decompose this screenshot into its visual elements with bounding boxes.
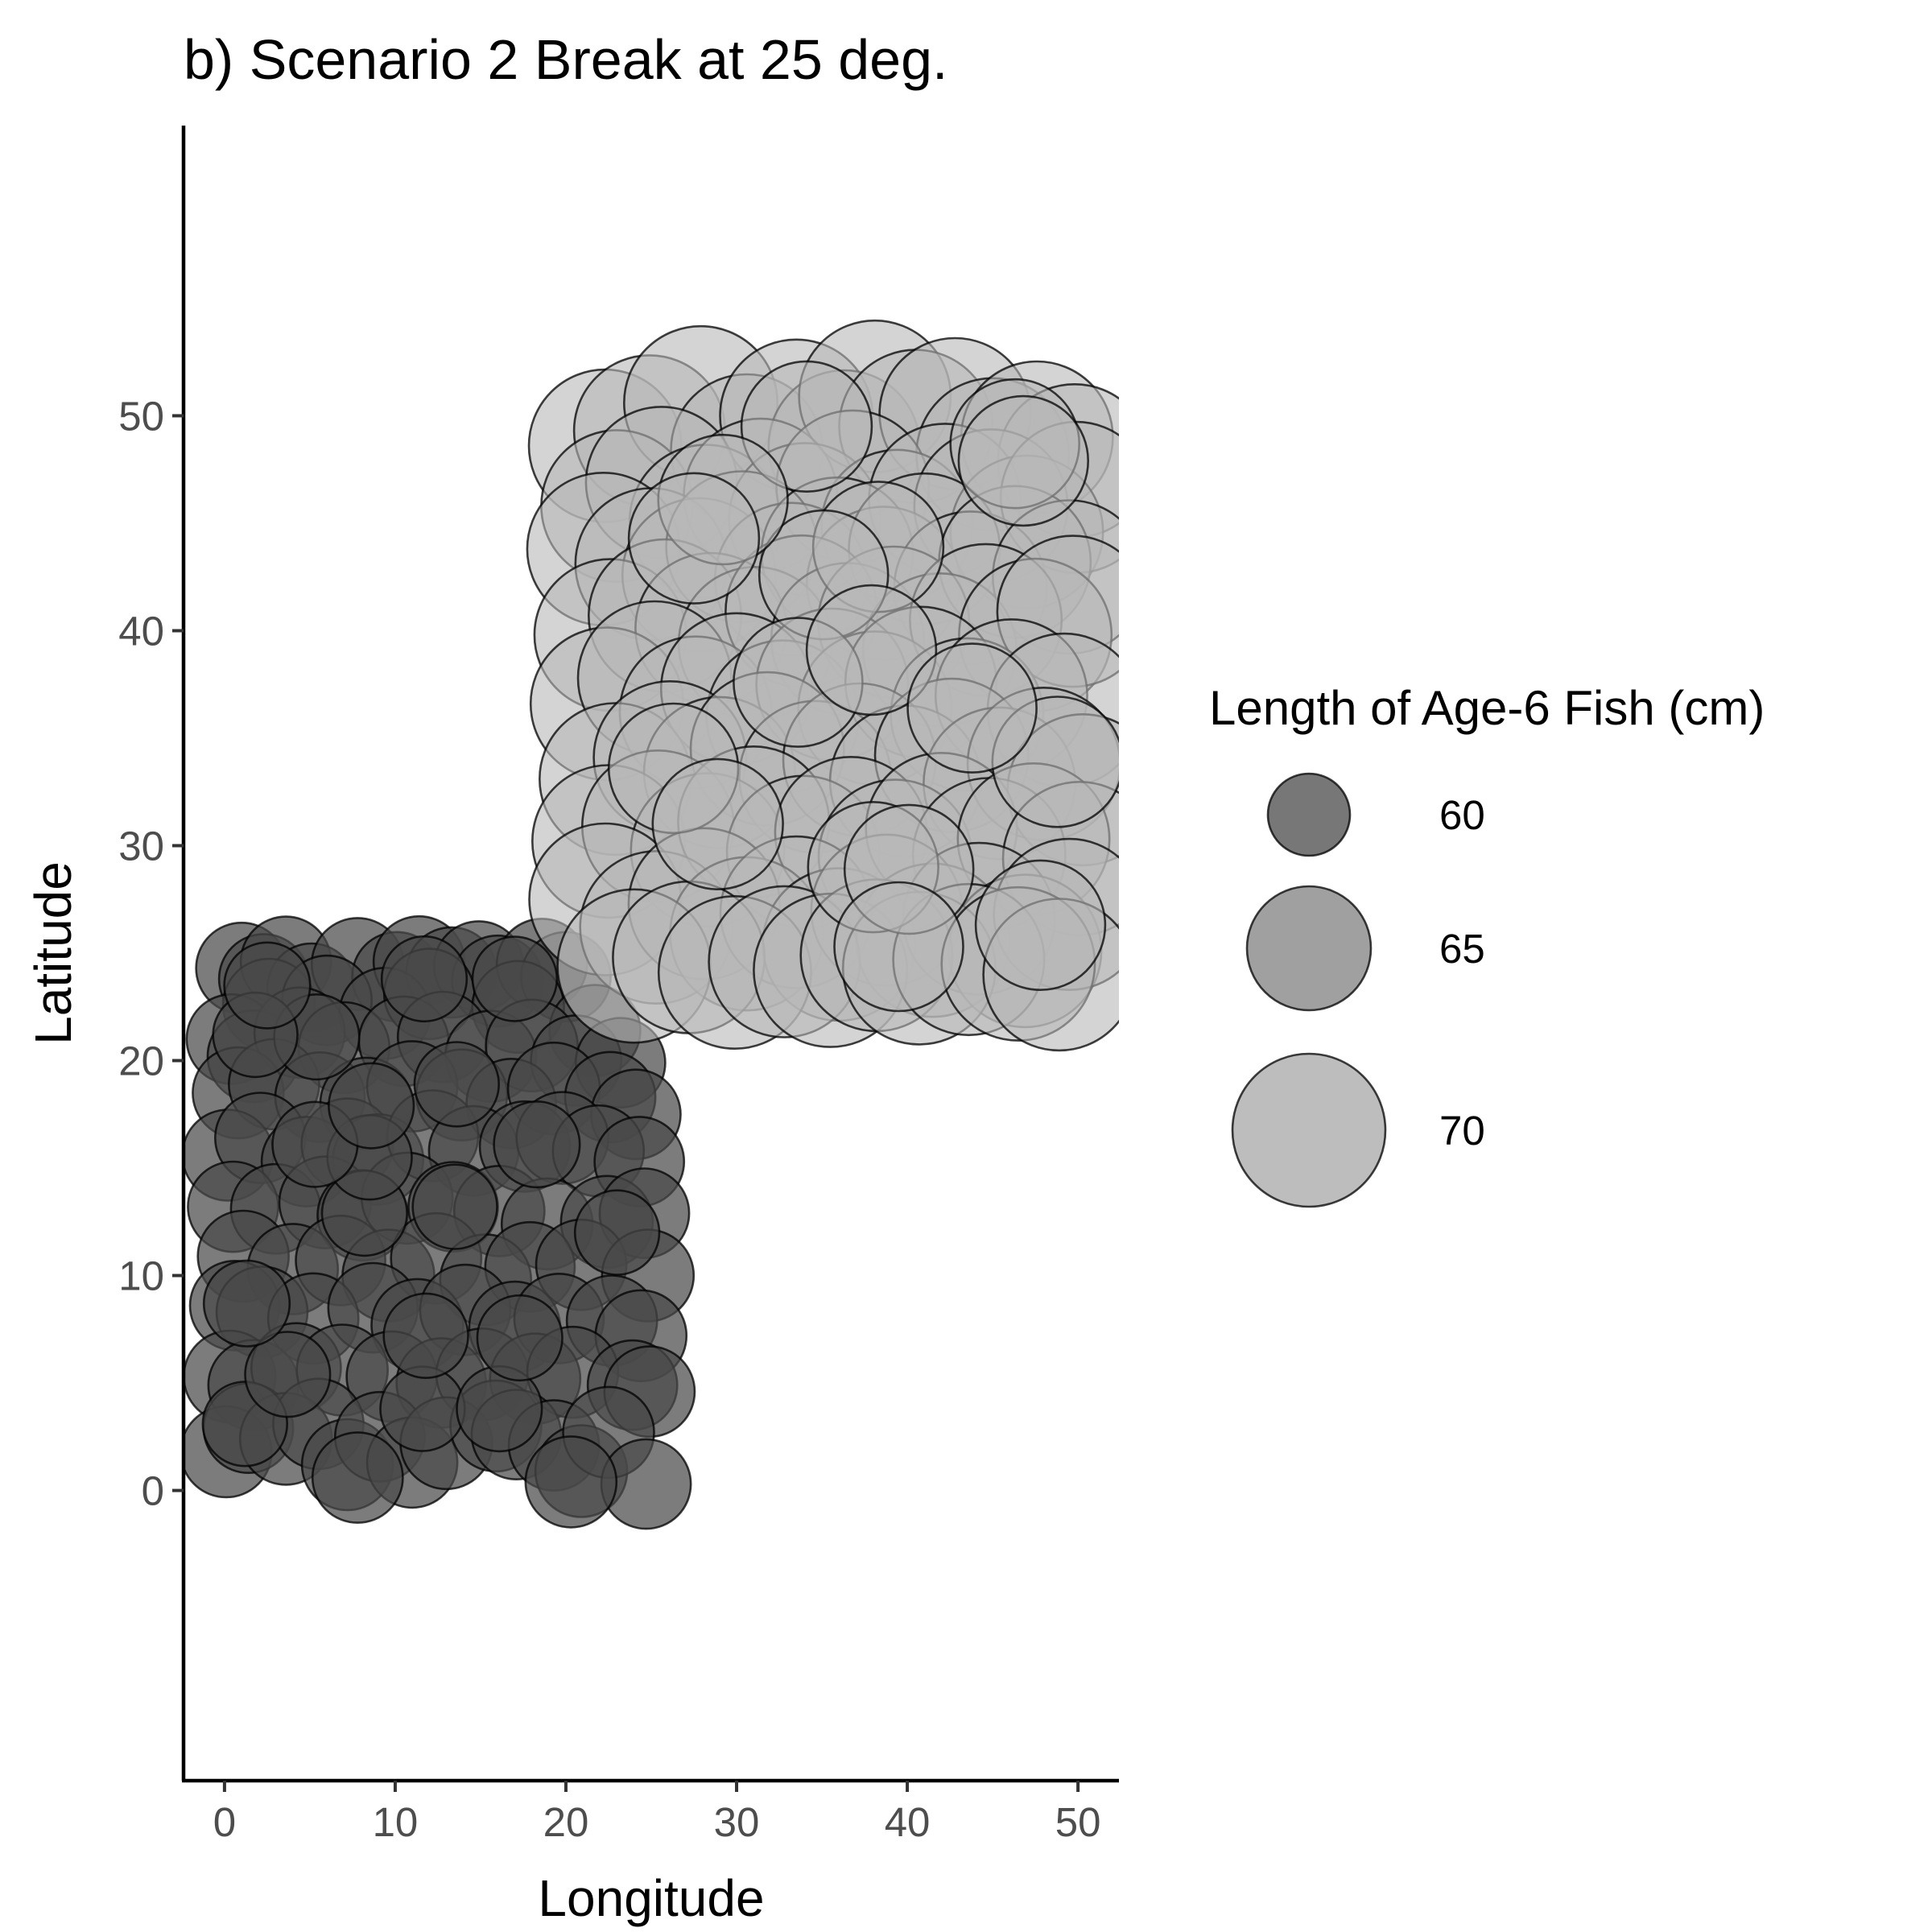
legend-label: 60 (1439, 792, 1485, 838)
data-point (805, 584, 938, 716)
data-point (906, 642, 1038, 774)
y-tick-label: 40 (118, 608, 164, 654)
data-point (627, 472, 761, 605)
data-point (328, 1062, 415, 1150)
legend: Length of Age-6 Fish (cm) 60 65 70 (1209, 681, 1765, 1208)
data-point (382, 1292, 469, 1380)
data-point (311, 1431, 404, 1524)
legend-key-circle (1266, 772, 1352, 857)
y-tick-label: 10 (118, 1253, 164, 1299)
x-tick-label: 20 (543, 1799, 589, 1845)
data-point (471, 935, 559, 1022)
data-point (202, 1259, 291, 1348)
y-axis-title: Latitude (24, 861, 82, 1045)
x-axis-title: Longitude (538, 1869, 764, 1927)
x-tick-label: 10 (373, 1799, 419, 1845)
x-tick-label: 0 (213, 1799, 236, 1845)
x-axis-ticks: 0 10 20 30 40 50 (213, 1781, 1101, 1845)
data-point (476, 1294, 564, 1382)
x-tick-label: 30 (714, 1799, 760, 1845)
data-point (244, 1331, 332, 1418)
data-point (833, 881, 964, 1013)
x-tick-label: 40 (885, 1799, 931, 1845)
legend-label: 65 (1439, 926, 1485, 972)
y-tick-label: 30 (118, 823, 164, 869)
data-point (223, 941, 312, 1030)
y-tick-label: 0 (142, 1468, 164, 1514)
y-tick-label: 20 (118, 1038, 164, 1084)
y-tick-label: 50 (118, 393, 164, 439)
data-point (524, 1435, 618, 1529)
legend-label: 70 (1439, 1108, 1485, 1154)
legend-entries: 60 65 70 (1231, 772, 1485, 1208)
legend-key-circle (1245, 885, 1373, 1012)
x-tick-label: 50 (1055, 1799, 1101, 1845)
y-axis-ticks: 0 10 20 30 40 50 (118, 393, 184, 1514)
data-point (379, 1365, 466, 1452)
data-point (411, 1163, 498, 1250)
legend-key-circle (1231, 1052, 1387, 1208)
data-point (573, 1189, 661, 1276)
points-layer (184, 319, 1119, 1530)
data-point (957, 394, 1090, 527)
data-point (380, 935, 469, 1023)
legend-title: Length of Age-6 Fish (cm) (1209, 681, 1765, 735)
data-point (974, 859, 1107, 992)
data-point (413, 1041, 500, 1128)
data-point (493, 1100, 581, 1189)
data-point (651, 758, 784, 890)
chart-title: b) Scenario 2 Break at 25 deg. (184, 28, 947, 91)
